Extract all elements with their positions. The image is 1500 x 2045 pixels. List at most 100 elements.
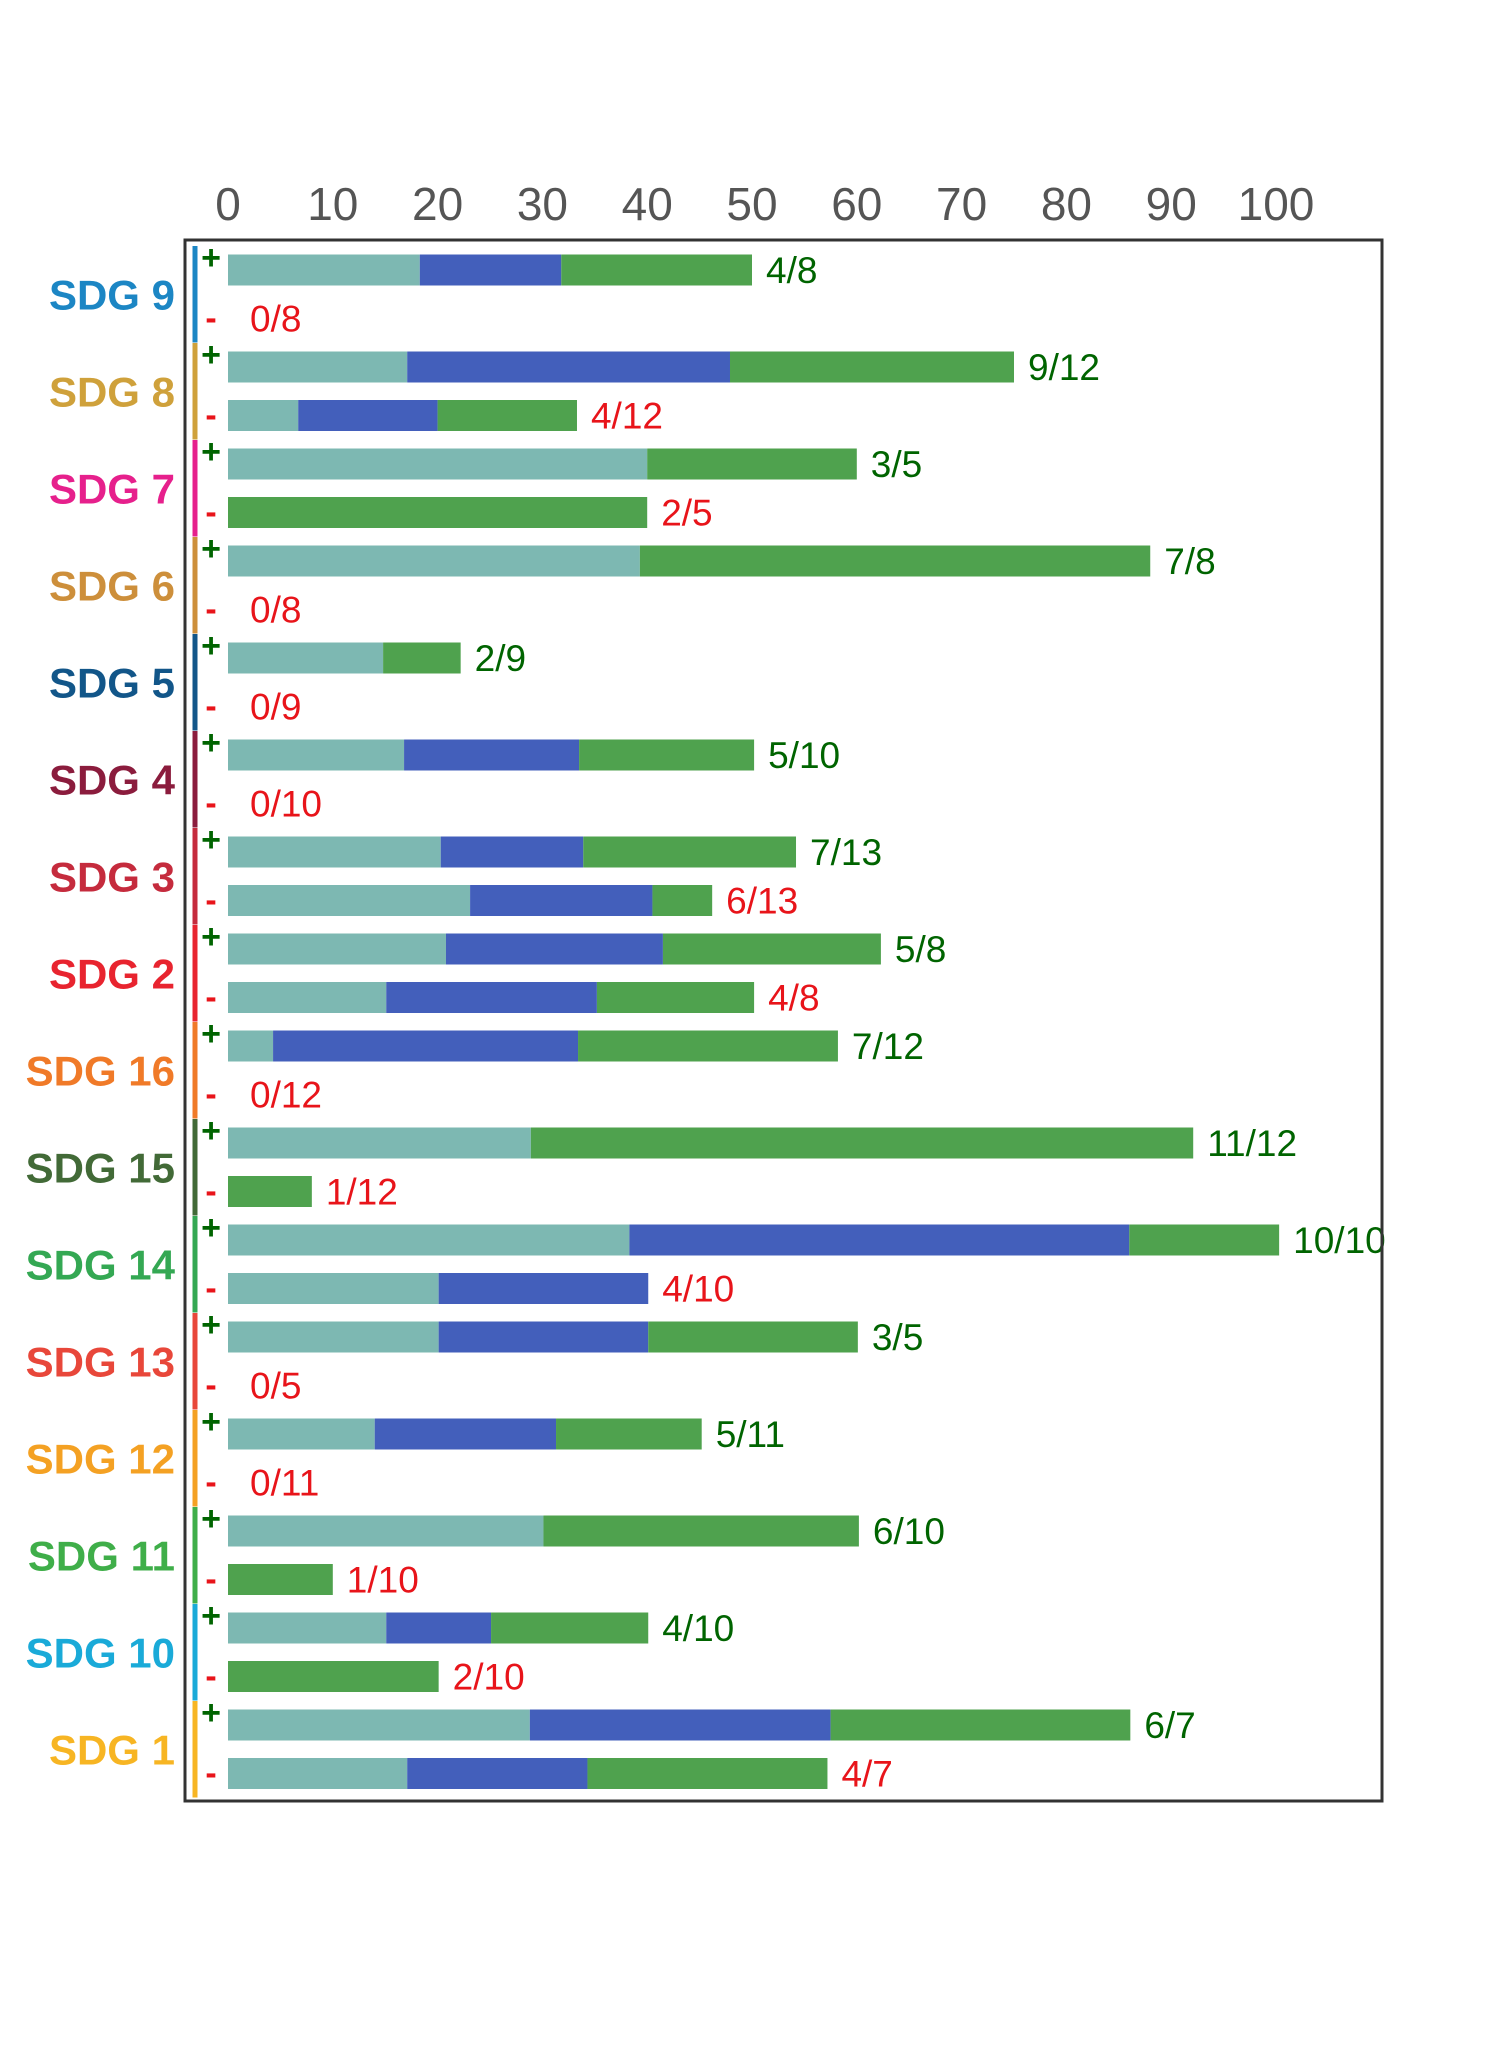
ratio-label: 0/10: [250, 784, 322, 825]
sdg-group: SDG 13 + 3/5 - 0/5: [26, 1306, 923, 1410]
bar-segment: [228, 836, 441, 868]
bar-segment: [228, 1321, 439, 1353]
sdg-group: SDG 8 + 9/12 - 4/12: [49, 336, 1100, 440]
ratio-label: 11/12: [1207, 1123, 1297, 1164]
positive-sign: +: [201, 1112, 221, 1150]
bar-segment: [386, 1612, 492, 1644]
bar-segment: [652, 885, 713, 916]
bar-segment: [587, 1758, 828, 1789]
ratio-label: 5/8: [895, 929, 946, 970]
ratio-label: 4/12: [591, 396, 663, 437]
bar-segment: [407, 351, 730, 383]
bar-segment: [583, 836, 797, 868]
ratio-label: 0/8: [250, 590, 301, 631]
ratio-label: 1/12: [326, 1172, 398, 1213]
bar-segment: [647, 448, 857, 480]
sdg-group: SDG 9 + 4/8 - 0/8: [49, 239, 817, 343]
bar-segment: [437, 400, 577, 431]
bar-segment: [419, 254, 562, 286]
x-tick-label: 60: [831, 178, 882, 230]
sdg-group: SDG 16 + 7/12 - 0/12: [26, 1015, 924, 1119]
x-axis: 0 10 20 30 40 50 60 70 80 90 100: [215, 178, 1314, 230]
sdg-label: SDG 12: [26, 1435, 175, 1482]
bar-segment: [228, 739, 405, 771]
x-tick-label: 70: [936, 178, 987, 230]
ratio-label: 2/10: [453, 1657, 525, 1698]
bar-segment: [530, 1127, 1194, 1159]
bar-segment: [629, 1224, 1130, 1256]
bar-segment: [648, 1321, 858, 1353]
x-tick-label: 50: [726, 178, 777, 230]
sdg-label: SDG 9: [49, 271, 175, 318]
bar-segment: [228, 1612, 387, 1644]
bar-segment: [228, 351, 408, 383]
ratio-label: 6/7: [1144, 1705, 1195, 1746]
bar-segment: [228, 1515, 544, 1547]
sdg-group: SDG 5 + 2/9 - 0/9: [49, 627, 526, 731]
sdg-group: SDG 10 + 4/10 - 2/10: [26, 1597, 734, 1701]
sdg-label: SDG 4: [49, 756, 176, 803]
sdg-label: SDG 13: [26, 1338, 175, 1385]
positive-sign: +: [201, 1306, 221, 1344]
ratio-label: 0/5: [250, 1366, 301, 1407]
positive-sign: +: [201, 1015, 221, 1053]
ratio-label: 0/9: [250, 687, 301, 728]
plot-frame: [183, 238, 1384, 1803]
sdg-group: SDG 14 + 10/10 - 4/10: [26, 1209, 1386, 1313]
bar-segment: [228, 1030, 274, 1062]
bar-segment: [298, 400, 438, 431]
sdg-label: SDG 11: [28, 1532, 175, 1579]
sdg-label: SDG 10: [26, 1629, 175, 1676]
ratio-label: 4/8: [766, 250, 817, 291]
bar-segment: [639, 545, 1151, 577]
bar-segment: [529, 1709, 831, 1741]
negative-sign: -: [205, 494, 216, 532]
bar-segment: [386, 982, 597, 1013]
positive-sign: +: [201, 724, 221, 762]
ratio-label: 0/8: [250, 299, 301, 340]
sdg-label: SDG 14: [26, 1241, 176, 1288]
bar-segment: [228, 933, 446, 965]
negative-sign: -: [205, 1755, 216, 1793]
bar-segment: [407, 1758, 588, 1789]
positive-sign: +: [201, 336, 221, 374]
ratio-label: 5/11: [716, 1414, 785, 1455]
x-tick-label: 90: [1146, 178, 1197, 230]
negative-sign: -: [205, 785, 216, 823]
ratio-label: 7/13: [810, 832, 882, 873]
ratio-label: 7/8: [1164, 541, 1215, 582]
bar-segment: [228, 545, 640, 577]
ratio-label: 4/8: [768, 978, 819, 1019]
negative-sign: -: [205, 979, 216, 1017]
ratio-label: 4/10: [662, 1608, 734, 1649]
bar-segment: [228, 1661, 439, 1692]
bar-segment: [561, 254, 752, 286]
ratio-label: 7/12: [852, 1026, 924, 1067]
bar-segment: [438, 1321, 649, 1353]
positive-sign: +: [201, 433, 221, 471]
sdg-label: SDG 15: [26, 1144, 175, 1191]
negative-sign: -: [205, 397, 216, 435]
ratio-label: 6/13: [726, 881, 798, 922]
x-tick-label: 20: [412, 178, 463, 230]
bar-segment: [491, 1612, 649, 1644]
positive-sign: +: [201, 1694, 221, 1732]
ratio-label: 9/12: [1028, 347, 1100, 388]
bar-segment: [228, 1176, 312, 1207]
x-tick-label: 10: [307, 178, 358, 230]
sdg-label: SDG 7: [49, 465, 175, 512]
sdg-group: SDG 6 + 7/8 - 0/8: [49, 530, 1216, 634]
positive-sign: +: [201, 1597, 221, 1635]
bar-segment: [1129, 1224, 1280, 1256]
positive-sign: +: [201, 918, 221, 956]
bar-segment: [273, 1030, 579, 1062]
bar-segment: [543, 1515, 859, 1547]
positive-sign: +: [201, 1209, 221, 1247]
bar-segment: [729, 351, 1014, 383]
sdg-group: SDG 4 + 5/10 - 0/10: [49, 724, 840, 828]
sdg-label: SDG 16: [26, 1047, 175, 1094]
bar-segment: [228, 1709, 530, 1741]
